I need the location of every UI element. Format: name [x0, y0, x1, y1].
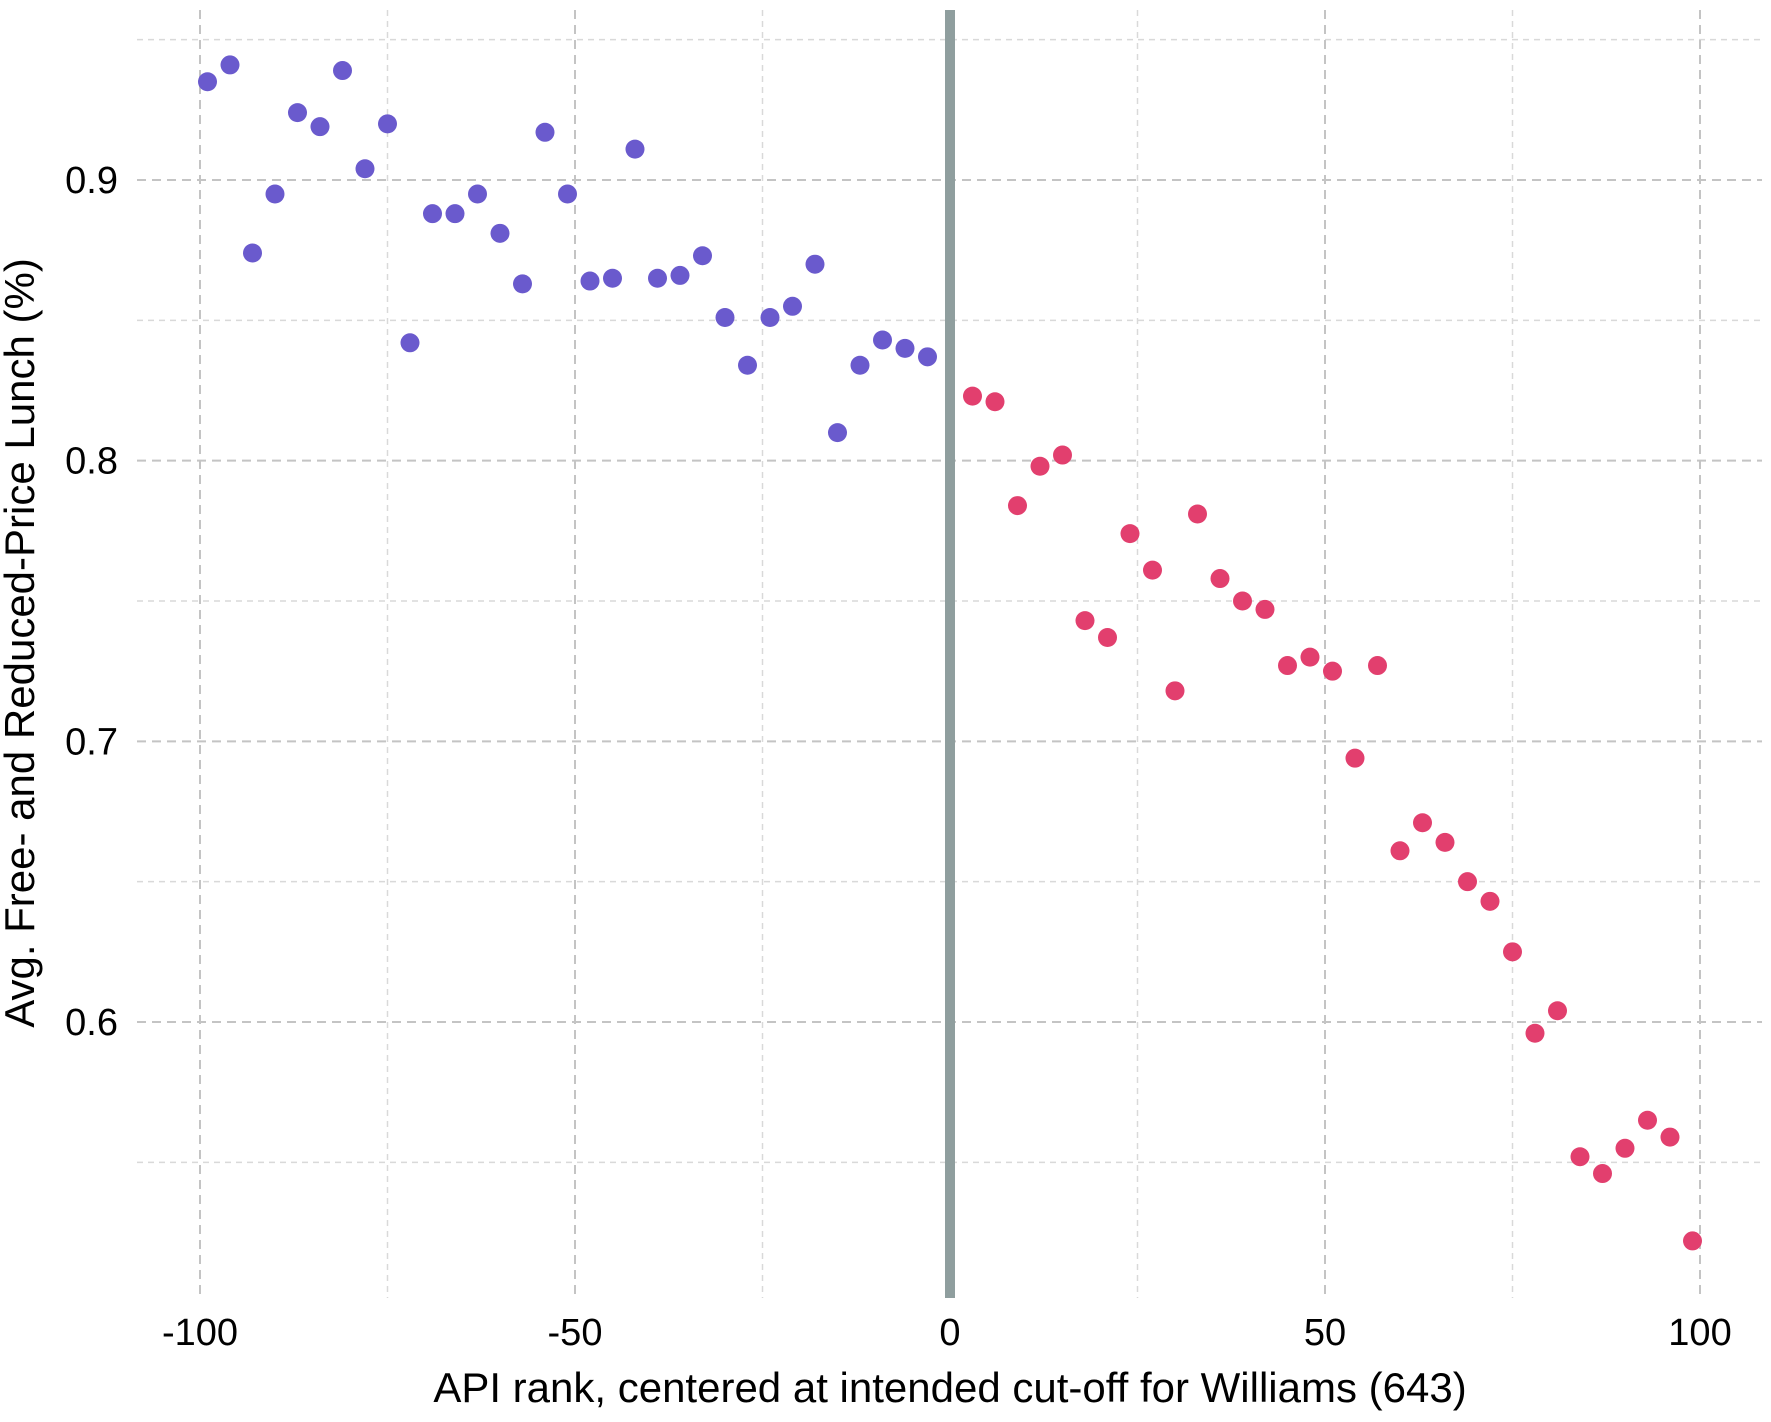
data-point: [1300, 647, 1320, 667]
data-point: [760, 308, 780, 328]
data-point: [378, 114, 397, 134]
x-tick-label: -50: [548, 1312, 603, 1354]
data-point: [873, 330, 892, 350]
y-tick-label: 0.7: [65, 721, 118, 763]
data-point: [220, 55, 240, 75]
data-point: [1008, 496, 1027, 516]
data-point: [1458, 872, 1477, 892]
data-point: [1570, 1147, 1590, 1167]
y-tick-label: 0.9: [65, 160, 118, 202]
x-tick-label: 0: [939, 1312, 960, 1354]
data-point: [1413, 813, 1432, 833]
data-point: [1165, 681, 1185, 701]
x-tick-label: 100: [1668, 1312, 1731, 1354]
data-point: [648, 268, 667, 288]
y-axis-tick-labels: 0.6 0.7 0.8 0.9: [65, 160, 118, 1044]
data-point: [333, 61, 352, 81]
data-point: [1548, 1001, 1567, 1021]
y-tick-label: 0.8: [65, 441, 118, 483]
x-axis-title: API rank, centered at intended cut-off f…: [433, 1364, 1466, 1411]
data-point: [535, 122, 555, 142]
data-point: [625, 139, 645, 159]
data-point: [558, 184, 577, 204]
data-point: [1278, 656, 1297, 676]
data-point: [918, 347, 937, 367]
data-point: [1638, 1110, 1657, 1130]
x-tick-label: -100: [162, 1312, 238, 1354]
data-point: [1435, 832, 1455, 852]
data-point: [1368, 656, 1387, 676]
data-point: [243, 243, 262, 263]
x-tick-label: 50: [1304, 1312, 1346, 1354]
data-point: [715, 308, 735, 328]
data-point: [1615, 1138, 1635, 1158]
data-point: [603, 268, 622, 288]
data-point: [400, 333, 420, 353]
data-point: [1053, 445, 1072, 465]
data-point: [1323, 661, 1342, 681]
data-point: [355, 159, 375, 179]
y-tick-label: 0.6: [65, 1002, 118, 1044]
data-point: [1233, 591, 1252, 611]
data-point: [1120, 524, 1140, 544]
data-point: [1210, 569, 1230, 589]
data-point: [963, 386, 982, 406]
x-axis-tick-labels: -100 -50 0 50 100: [162, 1312, 1732, 1354]
data-point: [490, 223, 510, 243]
y-axis-title: Avg. Free- and Reduced-Price Lunch (%): [0, 258, 43, 1028]
data-point: [1075, 611, 1095, 631]
data-point: [1098, 627, 1117, 647]
data-point: [805, 254, 825, 274]
data-point: [670, 265, 690, 285]
data-point: [1525, 1023, 1545, 1043]
data-point: [738, 355, 757, 375]
data-point: [1683, 1231, 1702, 1251]
data-point: [1660, 1127, 1680, 1147]
data-point: [693, 246, 712, 266]
data-point: [1480, 891, 1500, 911]
data-point: [265, 184, 285, 204]
data-point: [468, 184, 487, 204]
data-point: [513, 274, 532, 294]
data-point: [1188, 504, 1207, 524]
data-point: [828, 423, 847, 443]
data-point: [1593, 1164, 1612, 1184]
data-point: [580, 271, 600, 291]
data-points: [198, 55, 1702, 1251]
data-point: [1143, 560, 1162, 580]
data-point: [895, 338, 915, 358]
data-point: [1255, 599, 1275, 619]
data-point: [1390, 841, 1410, 861]
data-point: [445, 204, 465, 224]
data-point: [1345, 748, 1365, 768]
data-point: [1503, 942, 1522, 962]
data-point: [1030, 456, 1050, 476]
data-point: [423, 204, 442, 224]
data-point: [198, 72, 217, 92]
data-point: [850, 355, 870, 375]
data-point: [985, 392, 1005, 412]
data-point: [783, 296, 802, 316]
data-point: [288, 103, 307, 123]
data-point: [310, 117, 330, 137]
